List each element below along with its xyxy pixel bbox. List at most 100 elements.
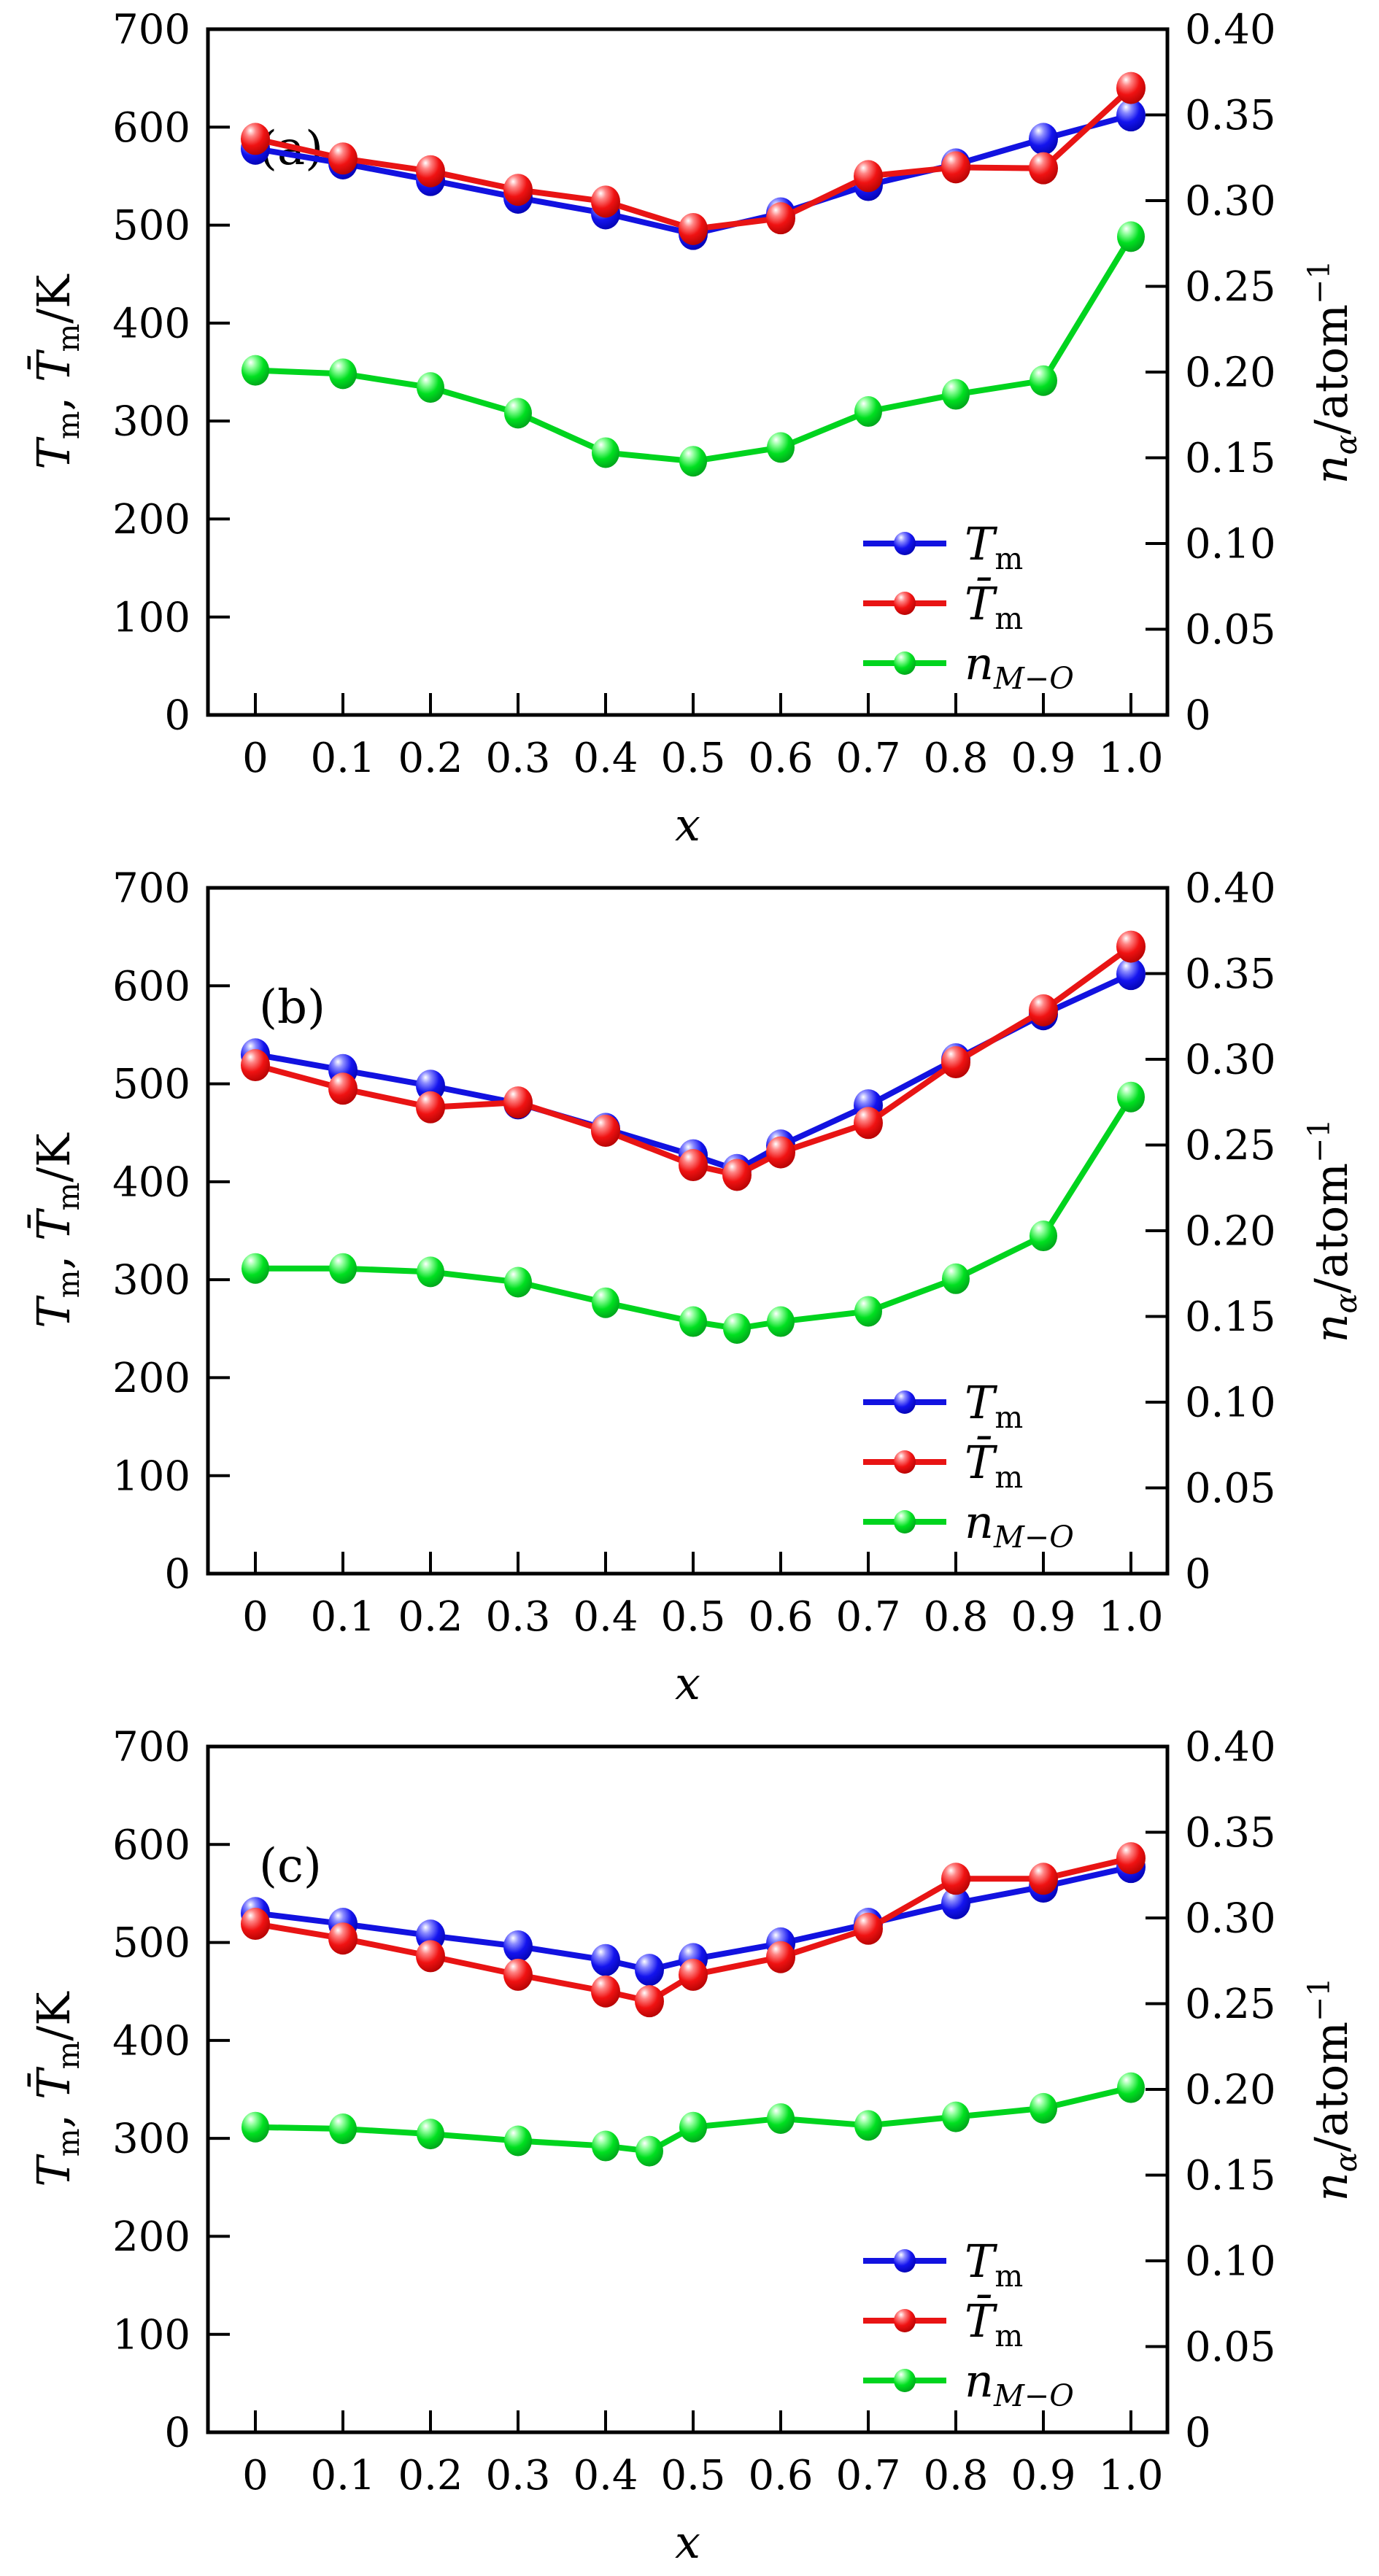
left-axis-tick-label: 600 (112, 963, 190, 1010)
series-Tbar-marker (416, 1091, 445, 1123)
right-axis-tick-label: 0.20 (1185, 349, 1276, 397)
series-Tbar-marker (766, 1941, 795, 1973)
series-Tbar-line (252, 943, 1134, 1178)
right-axis-tick-label: 0.30 (1185, 178, 1276, 225)
left-axis-tick-label: 100 (112, 594, 190, 641)
x-axis-tick-label: 0.1 (310, 1593, 375, 1641)
series-Tbar (241, 1842, 1146, 2018)
left-axis-tick-label: 700 (112, 865, 190, 913)
series-Tbar-marker (854, 1107, 883, 1140)
legend: TmT̄mnM−O (863, 1376, 1074, 1555)
right-axis-tick-label: 0.10 (1185, 2238, 1276, 2286)
series-nMO-marker (854, 1296, 882, 1327)
x-axis-tick-label: 0.1 (310, 735, 375, 782)
panel-label-c: (c) (259, 1839, 322, 1893)
x-axis-tick-label: 0.7 (835, 1593, 900, 1641)
right-axis-tick-label: 0.20 (1185, 1208, 1276, 1256)
legend-marker-Tm (894, 1391, 916, 1414)
legend-label-Tm: Tm (965, 517, 1023, 576)
x-axis-tick-label: 0.9 (1011, 735, 1075, 782)
chart-panel-a: 010020030040050060070000.050.100.150.200… (27, 7, 1364, 851)
series-nMO-marker (854, 396, 882, 428)
series-nMO-marker (417, 1256, 444, 1288)
right-axis-tick-label: 0.15 (1185, 435, 1276, 482)
x-axis-tick-label: 0.2 (398, 1593, 463, 1641)
x-axis-tick-label: 0.8 (923, 1593, 988, 1641)
right-axis-tick-label: 0 (1185, 1551, 1211, 1598)
legend-marker-Tm (894, 2249, 916, 2273)
series-nMO-marker (329, 358, 357, 390)
right-axis-tick-label: 0.25 (1185, 1122, 1276, 1169)
x-axis-tick-label: 0.2 (398, 2452, 463, 2499)
left-axis-tick-label: 300 (112, 398, 190, 446)
legend-label-Tm: Tm (965, 2235, 1023, 2294)
series-Tbar-marker (503, 174, 533, 206)
series-Tbar-marker (1116, 930, 1146, 963)
series-nMO-line (252, 1094, 1134, 1331)
series-Tbar-marker (1029, 1863, 1058, 1895)
right-axis-tick-label: 0.30 (1185, 1895, 1276, 1943)
series-Tbar-marker (722, 1159, 752, 1191)
series-nMO-marker (504, 398, 532, 429)
series-Tm-marker (1116, 958, 1146, 991)
left-axis-tick-label: 600 (112, 1822, 190, 1869)
series-Tm-marker (635, 1954, 664, 1987)
right-axis-tick-label: 0.05 (1185, 2324, 1276, 2371)
right-axis-title: nα/atom−1 (1302, 260, 1364, 484)
x-axis-tick-label: 0.7 (835, 2452, 900, 2499)
legend-label-Tm: Tm (965, 1376, 1023, 1435)
series-nMO-marker (417, 2119, 444, 2150)
legend-item-Tm: Tm (863, 2235, 1023, 2294)
right-axis-tick-label: 0.10 (1185, 521, 1276, 568)
legend-item-Tbar: T̄m (863, 577, 1023, 636)
series-Tbar-marker (941, 1046, 970, 1079)
x-axis-tick-label: 0.8 (923, 735, 988, 782)
x-axis-tick-label: 1.0 (1098, 1593, 1163, 1641)
chart-panel-b: 010020030040050060070000.050.100.150.200… (27, 865, 1364, 1710)
right-axis-tick-label: 0.15 (1185, 2152, 1276, 2200)
series-nMO-marker (242, 2111, 269, 2143)
series-Tbar (241, 930, 1146, 1191)
legend-marker-Tbar (894, 2309, 916, 2332)
x-axis-tick-label: 0.6 (748, 2452, 813, 2499)
legend-marker-Tm (894, 532, 916, 555)
series-nMO-marker (1117, 1081, 1145, 1113)
series-Tbar-marker (241, 123, 270, 155)
series-nMO-line (252, 2084, 1134, 2154)
series-nMO-line (252, 233, 1134, 465)
legend-item-nMO: nM−O (863, 637, 1074, 696)
series-Tbar-marker (766, 202, 795, 235)
legend-item-Tbar: T̄m (863, 1436, 1023, 1495)
legend-marker-nMO (894, 651, 916, 675)
series-Tbar-marker (328, 1922, 358, 1955)
right-axis-tick-label: 0.05 (1185, 606, 1276, 654)
series-Tm-line (252, 1864, 1134, 1973)
left-axis-tick-label: 100 (112, 2311, 190, 2359)
series-nMO (242, 2072, 1145, 2167)
left-axis-tick-label: 0 (164, 2410, 190, 2457)
left-axis-title: Tm, T̄m/K (27, 1991, 86, 2187)
series-nMO-marker (854, 2110, 882, 2141)
left-axis-tick-label: 200 (112, 2213, 190, 2261)
series-Tbar (241, 71, 1146, 245)
series-Tbar-marker (941, 151, 970, 184)
right-axis-title: nα/atom−1 (1302, 1978, 1364, 2202)
left-axis-tick-label: 300 (112, 2116, 190, 2163)
x-axis-tick-label: 0.4 (573, 1593, 638, 1641)
x-axis-tick-label: 0.3 (485, 2452, 550, 2499)
left-axis-tick-label: 700 (112, 1724, 190, 1771)
series-Tbar-marker (416, 155, 445, 187)
x-axis-tick-label: 1.0 (1098, 2452, 1163, 2499)
series-nMO-marker (592, 2130, 619, 2162)
left-axis-tick-label: 400 (112, 2017, 190, 2065)
plot-border (206, 886, 1170, 1576)
series-nMO-marker (417, 372, 444, 403)
legend-item-nMO: nM−O (863, 2354, 1074, 2413)
left-axis-tick-label: 400 (112, 300, 190, 347)
x-axis-tick-label: 0.5 (660, 1593, 725, 1641)
right-axis-tick-label: 0 (1185, 2410, 1211, 2457)
series-Tbar-marker (416, 1940, 445, 1973)
series-Tm-marker (1116, 99, 1146, 132)
x-axis-tick-label: 0 (242, 1593, 269, 1641)
chart-panel-c: 010020030040050060070000.050.100.150.200… (27, 1724, 1364, 2569)
